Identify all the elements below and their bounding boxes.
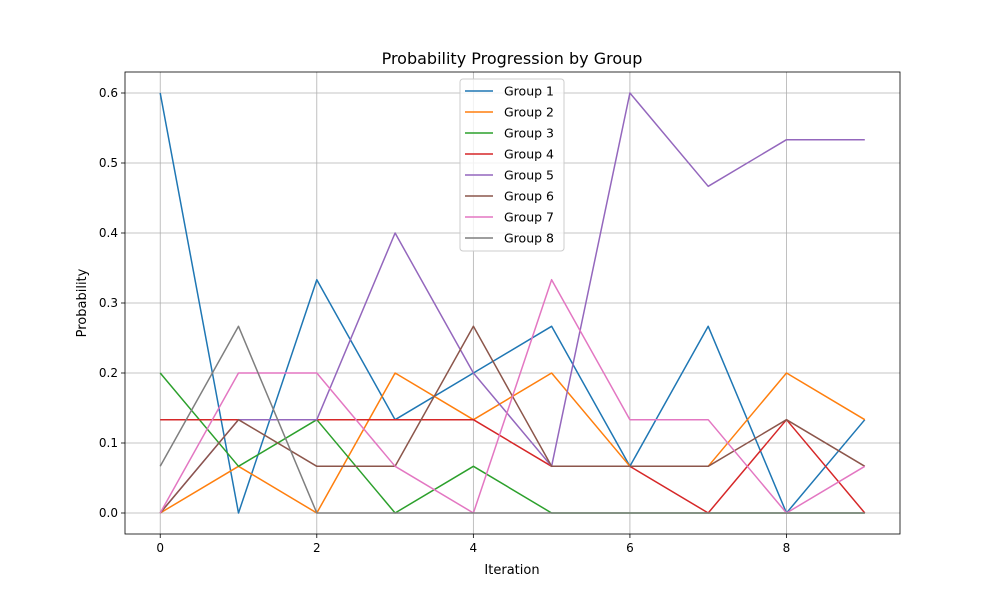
x-axis-label: Iteration bbox=[484, 563, 539, 578]
y-tick-label: 0.2 bbox=[99, 366, 118, 380]
y-tick-label: 0.4 bbox=[99, 226, 118, 240]
chart-title: Probability Progression by Group bbox=[382, 49, 643, 68]
legend-box bbox=[459, 78, 565, 252]
x-tick-label: 8 bbox=[783, 541, 791, 555]
legend-label: Group 1 bbox=[504, 84, 554, 99]
legend-label: Group 8 bbox=[504, 231, 554, 246]
x-tick-label: 2 bbox=[313, 541, 321, 555]
y-tick-label: 0.6 bbox=[99, 86, 118, 100]
legend: Group 1 Group 2 Group 3 Group 4 Group 5 Group… bbox=[459, 78, 565, 252]
legend-label: Group 5 bbox=[504, 168, 554, 183]
y-tick-label: 0.1 bbox=[99, 436, 118, 450]
x-tick-label: 0 bbox=[156, 541, 164, 555]
legend-label: Group 4 bbox=[504, 147, 554, 162]
x-tick-label: 6 bbox=[626, 541, 634, 555]
y-axis: 0.0 0.1 0.2 0.3 0.4 0.5 0.6 bbox=[99, 86, 125, 520]
x-tick-label: 4 bbox=[470, 541, 478, 555]
series-line-group-8 bbox=[159, 325, 865, 514]
legend-label: Group 3 bbox=[504, 126, 554, 141]
y-tick-label: 0.0 bbox=[99, 506, 118, 520]
legend-label: Group 7 bbox=[504, 210, 554, 225]
series-lines bbox=[159, 92, 866, 514]
y-axis-label: Probability bbox=[75, 268, 90, 337]
legend-label: Group 6 bbox=[504, 189, 554, 204]
x-axis: 0 2 4 6 8 bbox=[156, 534, 790, 555]
y-tick-label: 0.3 bbox=[99, 296, 118, 310]
series-line-group-7 bbox=[159, 278, 866, 514]
y-tick-label: 0.5 bbox=[99, 156, 118, 170]
legend-label: Group 2 bbox=[504, 105, 554, 120]
